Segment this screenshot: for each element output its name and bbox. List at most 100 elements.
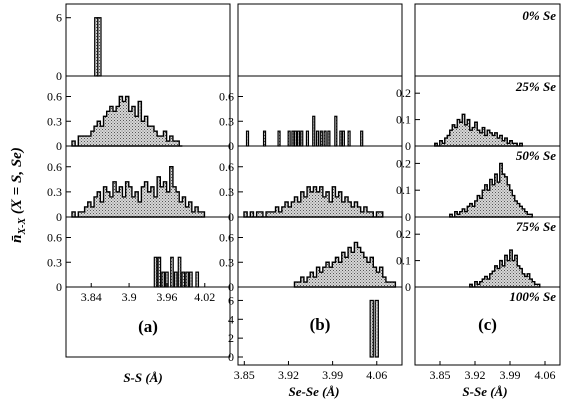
histogram-area xyxy=(293,241,397,288)
x-tick-label: 3.85 xyxy=(430,368,451,382)
histogram-bar xyxy=(157,256,162,288)
histogram-area xyxy=(71,95,183,147)
x-tick-label: 3.96 xyxy=(156,290,177,304)
column-frame-0 xyxy=(65,3,231,358)
histogram-bar xyxy=(177,256,182,288)
histogram-bar xyxy=(161,271,165,288)
y-tick-label: 0.1 xyxy=(396,113,411,127)
histogram-bar xyxy=(334,115,338,147)
x-tick-label: 3.92 xyxy=(278,368,299,382)
x-tick-label: 4.02 xyxy=(194,290,215,304)
y-tick-label: 0 xyxy=(228,210,234,224)
histogram-bar xyxy=(341,130,345,147)
histogram-bar xyxy=(374,299,379,358)
histogram-bar xyxy=(305,130,310,147)
histogram-bar xyxy=(360,130,364,147)
histogram-bar xyxy=(97,17,102,77)
y-tick-label: 0.2 xyxy=(396,156,411,170)
histogram-bar xyxy=(153,256,158,288)
histogram-bar xyxy=(297,130,301,147)
y-tick-label: 0.1 xyxy=(396,183,411,197)
histogram-bar xyxy=(262,130,267,147)
y-tick-label: 2 xyxy=(228,331,234,345)
histogram-bar xyxy=(287,130,291,147)
y-tick-label: 0.6 xyxy=(219,90,234,104)
panel-label: (c) xyxy=(478,315,497,334)
histogram-bar xyxy=(369,299,374,358)
y-tick-label: 0 xyxy=(405,139,411,153)
histogram-bar xyxy=(181,271,186,288)
y-tick-label: 0.3 xyxy=(47,255,62,269)
x-tick-label: 3.84 xyxy=(81,290,102,304)
y-tick-label: 0.6 xyxy=(219,231,234,245)
y-tick-label: 0.3 xyxy=(47,185,62,199)
histogram-bar xyxy=(195,271,200,288)
histogram-area xyxy=(434,113,523,147)
y-tick-label: 0 xyxy=(228,139,234,153)
x-tick-label: 4.06 xyxy=(366,368,387,382)
panel-label: (a) xyxy=(138,317,158,336)
y-tick-label: 0.6 xyxy=(47,90,62,104)
histogram-bar xyxy=(300,130,304,147)
histogram-bar xyxy=(277,130,281,147)
histogram-bar xyxy=(319,130,323,147)
x-axis-label-b: Se-Se (Å) xyxy=(289,384,340,399)
y-tick-label: 0 xyxy=(56,139,62,153)
y-tick-label: 0.6 xyxy=(47,160,62,174)
y-tick-label: 0.6 xyxy=(219,160,234,174)
histogram-bar xyxy=(323,130,327,147)
histogram-bar xyxy=(339,130,343,147)
x-tick-label: 3.92 xyxy=(465,368,486,382)
concentration-label: 25% Se xyxy=(515,79,556,94)
y-tick-label: 0 xyxy=(56,210,62,224)
concentration-label: 0% Se xyxy=(522,8,556,23)
column-frame-2 xyxy=(414,3,561,366)
y-tick-label: 0 xyxy=(228,280,234,294)
y-tick-label: 0.1 xyxy=(396,254,411,268)
y-tick-label: 0 xyxy=(228,350,234,364)
y-tick-label: 0 xyxy=(405,280,411,294)
x-tick-label: 3.9 xyxy=(122,290,137,304)
x-tick-label: 3.85 xyxy=(234,368,255,382)
panel-label: (b) xyxy=(310,315,331,334)
y-axis-label: n̄X-X (X = S, Se) xyxy=(9,147,28,243)
y-tick-label: 0.3 xyxy=(219,255,234,269)
y-tick-label: 0.2 xyxy=(396,86,411,100)
y-tick-label: 0.3 xyxy=(47,114,62,128)
histogram-bar xyxy=(327,130,331,147)
concentration-label: 75% Se xyxy=(516,219,556,234)
histogram-bar xyxy=(315,130,320,147)
y-tick-label: 0 xyxy=(56,280,62,294)
x-axis-label-c: S-Se (Å) xyxy=(462,384,507,399)
y-tick-label: 4 xyxy=(228,312,234,326)
histogram-bar xyxy=(185,271,189,288)
histogram-area xyxy=(449,162,533,218)
column-frame-1 xyxy=(237,3,403,366)
y-tick-label: 0 xyxy=(56,69,62,83)
histogram-bar xyxy=(347,130,351,147)
histogram-bar xyxy=(293,130,298,147)
histogram-area xyxy=(71,166,206,218)
y-tick-label: 0.2 xyxy=(396,227,411,241)
histogram-bar xyxy=(291,130,295,147)
x-tick-label: 3.99 xyxy=(322,368,343,382)
concentration-label: 100% Se xyxy=(509,289,556,304)
histogram-area xyxy=(243,186,384,218)
concentration-label: 50% Se xyxy=(516,148,556,163)
histogram-bar xyxy=(170,256,174,288)
y-tick-label: 0.6 xyxy=(47,231,62,245)
x-tick-label: 3.99 xyxy=(500,368,521,382)
histogram-bar xyxy=(312,115,316,147)
x-tick-label: 4.06 xyxy=(535,368,556,382)
histogram-bar xyxy=(189,271,193,288)
x-axis-label-a: S-S (Å) xyxy=(123,370,162,385)
histogram-bar xyxy=(173,271,178,288)
y-tick-label: 6 xyxy=(56,11,62,25)
histogram-area xyxy=(469,249,541,288)
y-tick-label: 0 xyxy=(405,210,411,224)
y-tick-label: 6 xyxy=(228,293,234,307)
y-tick-label: 0.3 xyxy=(219,185,234,199)
y-tick-label: 0.3 xyxy=(219,114,234,128)
